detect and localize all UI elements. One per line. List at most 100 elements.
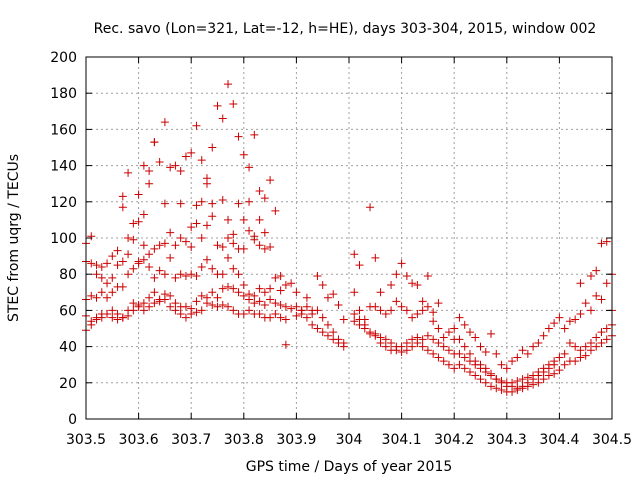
data-point <box>171 306 180 315</box>
data-point <box>166 291 175 300</box>
data-point <box>455 349 464 358</box>
data-point <box>555 353 564 362</box>
data-point <box>460 364 469 373</box>
data-point <box>376 338 385 347</box>
data-point <box>355 315 364 324</box>
data-point <box>124 250 133 259</box>
data-point <box>465 349 474 358</box>
data-point <box>329 335 338 344</box>
data-point <box>513 386 522 395</box>
data-point <box>597 295 606 304</box>
data-point <box>408 313 417 322</box>
data-point <box>555 366 564 375</box>
data-point <box>255 297 264 306</box>
data-point <box>260 288 269 297</box>
x-tick-label: 303.6 <box>119 432 159 448</box>
data-point <box>329 328 338 337</box>
data-point <box>260 228 269 237</box>
data-point <box>145 167 154 176</box>
data-point <box>476 364 485 373</box>
y-axis-title: STEC from uqrg / TECUs <box>6 154 22 322</box>
data-point <box>418 335 427 344</box>
data-point <box>323 320 332 329</box>
data-point <box>87 291 96 300</box>
data-point <box>213 101 222 110</box>
data-point <box>171 241 180 250</box>
data-point <box>202 299 211 308</box>
data-point <box>124 311 133 320</box>
data-point <box>508 378 517 387</box>
data-point <box>103 310 112 319</box>
data-point <box>402 338 411 347</box>
data-point <box>302 313 311 322</box>
data-point <box>434 353 443 362</box>
data-point <box>387 306 396 315</box>
data-point <box>471 333 480 342</box>
data-point <box>371 329 380 338</box>
data-point <box>218 195 227 204</box>
data-point <box>124 168 133 177</box>
data-point <box>429 349 438 358</box>
data-point <box>323 293 332 302</box>
data-point <box>581 299 590 308</box>
data-point <box>550 369 559 378</box>
data-point <box>313 272 322 281</box>
data-point <box>318 281 327 290</box>
data-point <box>492 349 501 358</box>
data-point <box>108 252 117 261</box>
data-point <box>476 342 485 351</box>
data-point <box>413 281 422 290</box>
data-point <box>502 364 511 373</box>
data-point <box>508 357 517 366</box>
data-point <box>229 264 238 273</box>
y-axis: 0 20 40 60 80 100 120 140 160 180 200 <box>50 50 612 428</box>
data-point <box>371 302 380 311</box>
data-point <box>276 313 285 322</box>
data-point <box>266 295 275 304</box>
y-tick-label: 60 <box>59 303 77 319</box>
data-point <box>134 190 143 199</box>
data-point <box>402 346 411 355</box>
data-point <box>245 163 254 172</box>
x-tick-label: 303.7 <box>171 432 211 448</box>
data-point <box>434 338 443 347</box>
data-point <box>202 174 211 183</box>
data-point <box>245 226 254 235</box>
data-point <box>465 357 474 366</box>
data-point <box>271 310 280 319</box>
data-point <box>218 270 227 279</box>
x-tick-label: 304.2 <box>434 432 474 448</box>
data-point <box>145 302 154 311</box>
x-tick-label: 303.5 <box>66 432 106 448</box>
data-point <box>592 291 601 300</box>
data-point <box>224 80 233 89</box>
data-point <box>397 348 406 357</box>
data-point <box>318 313 327 322</box>
data-point <box>250 291 259 300</box>
data-point <box>129 299 138 308</box>
y-tick-label: 80 <box>59 267 77 283</box>
x-tick-label: 303.9 <box>276 432 316 448</box>
data-point <box>271 273 280 282</box>
data-point <box>534 367 543 376</box>
y-tick-label: 180 <box>50 86 77 102</box>
data-point <box>97 313 106 322</box>
data-point <box>592 266 601 275</box>
data-point <box>539 375 548 384</box>
data-point <box>439 342 448 351</box>
data-point <box>450 364 459 373</box>
data-point <box>255 215 264 224</box>
data-point <box>281 315 290 324</box>
data-point <box>239 244 248 253</box>
data-point <box>150 244 159 253</box>
data-point <box>287 279 296 288</box>
data-point <box>529 342 538 351</box>
data-point <box>292 302 301 311</box>
data-point <box>218 243 227 252</box>
data-point <box>339 315 348 324</box>
data-point <box>150 288 159 297</box>
data-point <box>460 353 469 362</box>
data-point <box>565 317 574 326</box>
x-tick-label: 304.4 <box>539 432 579 448</box>
data-point <box>113 315 122 324</box>
